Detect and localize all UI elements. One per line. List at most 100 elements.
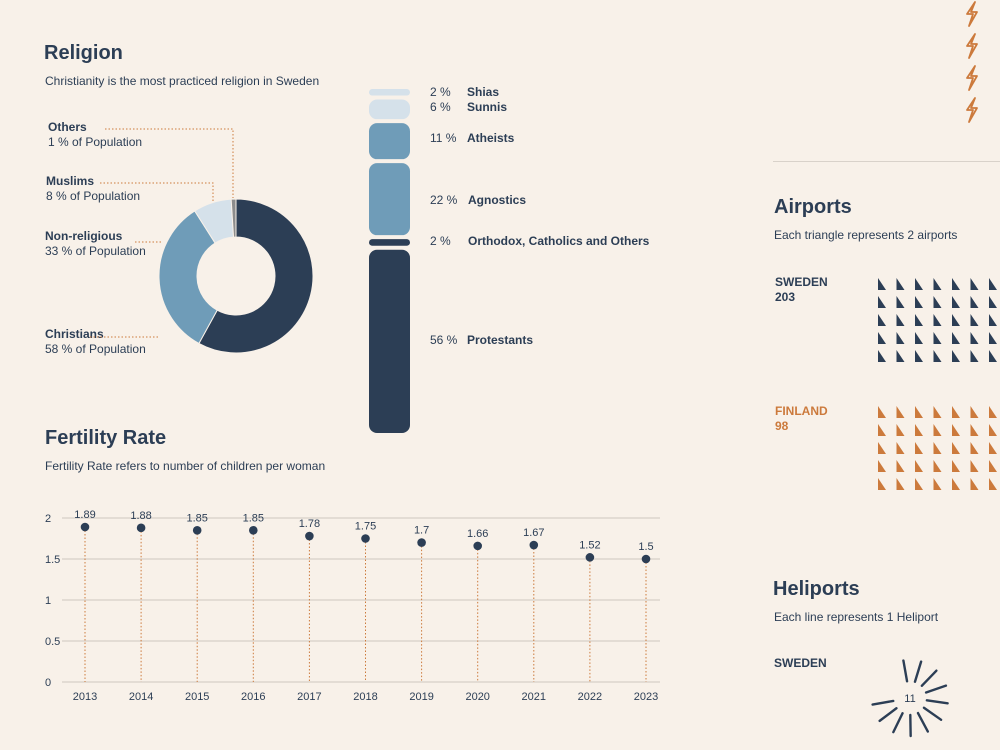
y-tick-label: 1: [45, 595, 51, 607]
stack-category: Shias: [467, 85, 499, 99]
stack-category: Orthodox, Catholics and Others: [468, 234, 650, 248]
stack-category: Protestants: [467, 333, 533, 347]
airports-finland-value: 98: [775, 419, 789, 433]
airport-triangle-finland: [952, 478, 960, 490]
fertility-point: [529, 540, 539, 550]
stack-segment: [369, 249, 410, 433]
airport-triangle-sweden: [878, 350, 886, 362]
stack-segments: [369, 89, 410, 433]
donut-label-muslims: Muslims 8 % of Population: [46, 174, 140, 204]
donut-chart: [90, 128, 314, 354]
airport-triangle-finland: [915, 478, 923, 490]
airport-triangle-finland: [933, 442, 942, 454]
fertility-point: [641, 554, 651, 564]
finland-triangle-grid: [878, 406, 997, 490]
heliport-line: [920, 669, 938, 687]
airport-triangle-finland: [915, 406, 923, 418]
airport-triangle-finland: [933, 424, 942, 436]
airport-triangle-finland: [933, 460, 942, 472]
donut-label-name: Non-religious: [45, 229, 123, 243]
airport-triangle-sweden: [989, 278, 997, 290]
heliports-subtitle: Each line represents 1 Heliport: [774, 610, 939, 624]
stack-segment: [369, 163, 410, 236]
leader-line: [100, 182, 214, 204]
airport-triangle-finland: [878, 460, 886, 472]
airport-triangle-finland: [952, 442, 960, 454]
airport-triangle-finland: [933, 478, 942, 490]
airport-triangle-sweden: [915, 314, 923, 326]
fertility-value-label: 1.89: [74, 509, 95, 521]
airport-triangle-finland: [970, 478, 979, 490]
fertility-year-label: 2013: [73, 691, 97, 703]
airport-triangle-sweden: [915, 350, 923, 362]
fertility-point: [136, 523, 146, 533]
heliports-sweden-label: SWEDEN: [774, 656, 827, 670]
fertility-year-label: 2015: [185, 691, 209, 703]
donut-leader-lines: [90, 128, 234, 338]
airport-triangle-sweden: [989, 296, 997, 308]
fertility-year-label: 2017: [297, 691, 321, 703]
stack-percent: 6 %: [430, 100, 451, 114]
airport-triangle-finland: [952, 424, 960, 436]
fertility-year-label: 2021: [522, 691, 546, 703]
fertility-year-label: 2020: [465, 691, 489, 703]
fertility-year-label: 2014: [129, 691, 153, 703]
airport-triangle-finland: [915, 424, 923, 436]
airport-triangle-finland: [989, 460, 997, 472]
fertility-value-label: 1.7: [414, 525, 429, 537]
airport-triangle-sweden: [989, 350, 997, 362]
y-tick-label: 0: [45, 677, 51, 689]
airport-triangle-sweden: [878, 296, 886, 308]
heliport-line: [924, 684, 948, 694]
stack-segment: [369, 239, 410, 246]
heliport-line: [922, 706, 943, 721]
airport-triangle-sweden: [933, 278, 942, 290]
airport-triangle-sweden: [878, 278, 886, 290]
airport-triangle-sweden: [915, 296, 923, 308]
airport-triangle-finland: [989, 406, 997, 418]
stack-percent: 2 %: [430, 85, 451, 99]
airport-triangle-sweden: [952, 350, 960, 362]
airports-finland: FINLAND 98: [775, 404, 828, 434]
bolt-icon: [966, 65, 978, 91]
airport-triangle-sweden: [952, 296, 960, 308]
airport-triangle-sweden: [970, 332, 979, 344]
stack-percent: 56 %: [430, 333, 458, 347]
donut-label-value: 33 % of Population: [45, 244, 146, 258]
airports-sweden-label: SWEDEN: [775, 275, 828, 289]
donut-slice-christians: [198, 198, 314, 354]
airport-triangle-sweden: [933, 332, 942, 344]
airport-triangle-finland: [896, 424, 905, 436]
airport-triangle-finland: [896, 460, 905, 472]
fertility-point: [585, 553, 595, 562]
airport-triangle-sweden: [878, 314, 886, 326]
airport-triangle-finland: [933, 406, 942, 418]
fertility-value-label: 1.85: [243, 512, 264, 524]
fertility-point: [249, 526, 258, 535]
fertility-chart: 00.511.52 1.89 1.88 1.85 1.85 1.78 1.75 1.7 1.6…: [45, 509, 660, 703]
heliport-lines: [871, 659, 949, 738]
fertility-point: [192, 526, 202, 535]
airports-sweden-value: 203: [775, 290, 796, 304]
airport-triangle-sweden: [933, 314, 942, 326]
donut-label-value: 1 % of Population: [48, 135, 143, 149]
airport-triangle-finland: [878, 424, 886, 436]
donut-label-name: Christians: [45, 327, 104, 341]
y-tick-label: 1.5: [45, 554, 60, 566]
airport-triangle-finland: [896, 406, 905, 418]
fertility-year-label: 2016: [241, 691, 265, 703]
airport-triangle-finland: [970, 406, 979, 418]
airport-triangle-sweden: [896, 314, 905, 326]
donut-label-others: Others 1 % of Population: [48, 120, 142, 150]
airport-triangle-finland: [878, 442, 886, 454]
airports-sweden: SWEDEN 203: [775, 275, 828, 305]
fertility-year-label: 2022: [578, 691, 602, 703]
fertility-year-label: 2023: [634, 691, 658, 703]
fertility-year-label: 2019: [409, 691, 433, 703]
donut-label-value: 8 % of Population: [46, 189, 141, 203]
fertility-y-ticks: 0 0.5 1 1.5 2: [45, 513, 60, 689]
airport-triangle-sweden: [896, 278, 905, 290]
stack-category: Agnostics: [468, 193, 526, 207]
airport-triangle-sweden: [896, 296, 905, 308]
religion-title: Religion: [44, 42, 123, 64]
